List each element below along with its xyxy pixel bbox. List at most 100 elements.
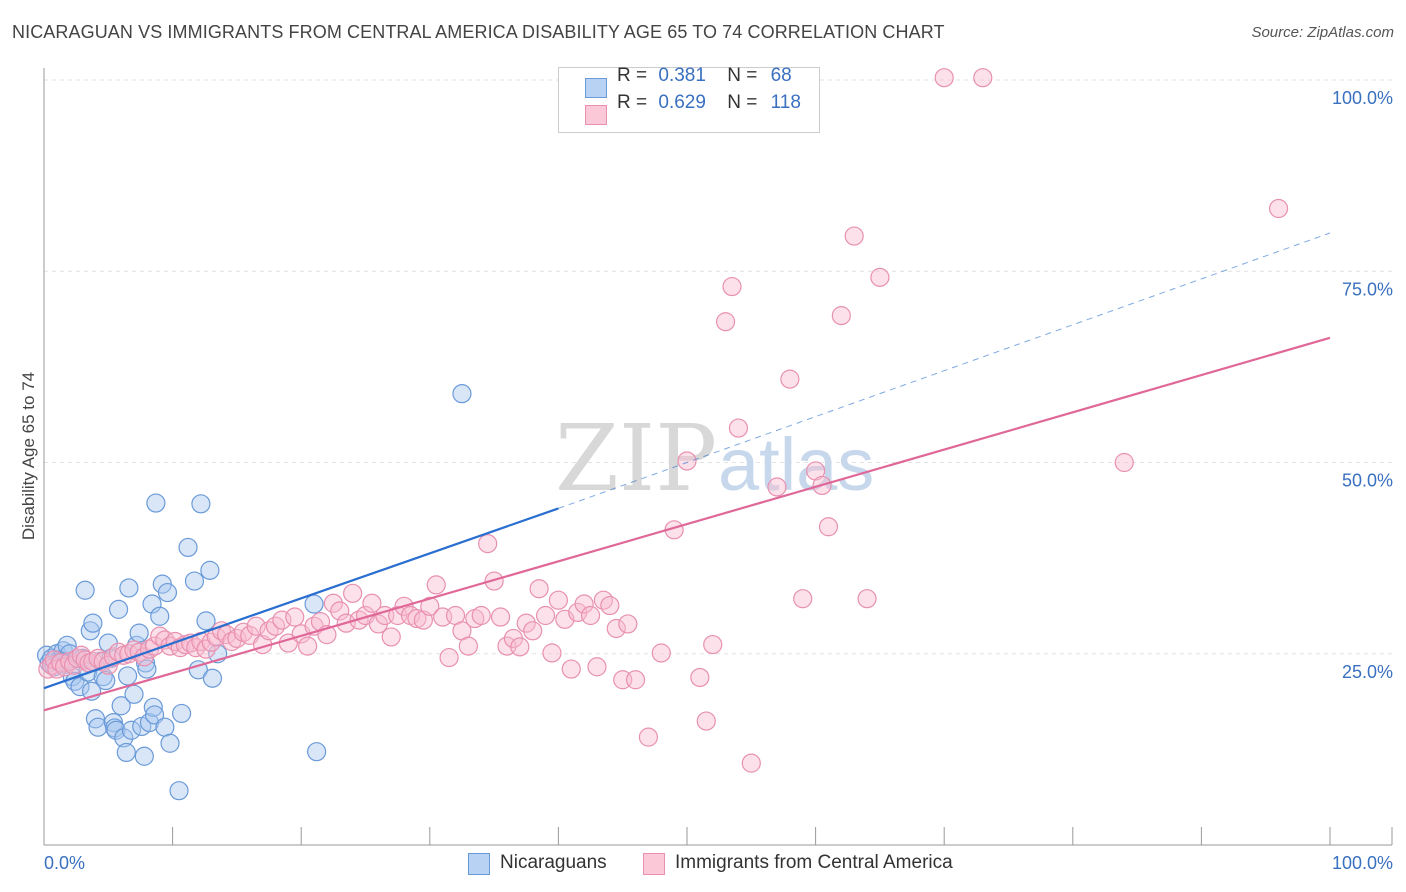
point-immigrant (471, 605, 491, 626)
point-nicaraguan (146, 493, 166, 513)
point-immigrant (88, 648, 108, 668)
point-immigrant (60, 651, 80, 672)
series-swatch-pink (643, 853, 665, 875)
point-immigrant (741, 753, 761, 773)
legend-n-value: 118 (770, 92, 801, 113)
gridlines (44, 79, 1392, 655)
point-nicaraguan (169, 781, 189, 801)
trend-line-nicaraguans (43, 507, 559, 690)
point-immigrant (523, 621, 543, 641)
point-immigrant (580, 605, 601, 626)
correlation-legend: R = 0.381 N = 68 R = 0.629 N = 118 (558, 65, 820, 133)
point-immigrant (381, 627, 401, 647)
point-immigrant (696, 711, 716, 731)
point-immigrant (703, 634, 723, 655)
point-immigrant (651, 643, 671, 663)
legend-r-label: R = (617, 65, 648, 86)
chart-title: NICARAGUAN VS IMMIGRANTS FROM CENTRAL AM… (12, 22, 945, 42)
point-nicaraguan (121, 720, 142, 740)
point-immigrant (722, 276, 742, 297)
point-nicaraguan (129, 623, 149, 643)
x-tick-label: 100.0% (1332, 853, 1393, 873)
point-nicaraguan (83, 613, 103, 633)
point-immigrant (844, 226, 864, 246)
point-immigrant (780, 369, 800, 389)
point-nicaraguan (106, 720, 126, 740)
legend-swatch-pink (585, 105, 607, 125)
point-nicaraguan (96, 670, 116, 691)
legend-n-label: N = (727, 65, 758, 86)
point-immigrant (574, 594, 594, 614)
point-immigrant (542, 643, 562, 663)
point-immigrant (510, 637, 530, 657)
y-axis-label: Disability Age 65 to 74 (19, 372, 38, 540)
point-immigrant (618, 614, 638, 634)
point-immigrant (690, 667, 710, 688)
point-nicaraguan (124, 684, 144, 704)
point-immigrant (439, 647, 459, 668)
point-nicaraguan (80, 621, 100, 641)
point-immigrant (362, 593, 382, 613)
point-nicaraguan (142, 594, 162, 614)
point-immigrant (587, 657, 607, 677)
point-immigrant (548, 590, 569, 610)
source-label: Source: ZipAtlas.com (1251, 24, 1394, 41)
point-immigrant (1114, 452, 1134, 473)
point-nicaraguan (200, 560, 220, 580)
point-immigrant (119, 644, 139, 664)
point-immigrant (715, 312, 736, 332)
point-nicaraguan (117, 666, 138, 686)
point-nicaraguan (75, 580, 95, 600)
trend-line-immigrants (43, 336, 1331, 712)
point-nicaraguan (178, 537, 198, 558)
point-nicaraguan (119, 578, 139, 598)
y-tick-label: 50.0% (1342, 471, 1393, 491)
point-nicaraguan (184, 571, 205, 591)
point-nicaraguan (111, 696, 131, 716)
point-immigrant (793, 589, 813, 609)
point-immigrant (1268, 198, 1289, 219)
axes (43, 68, 1393, 846)
point-immigrant (638, 727, 659, 747)
point-immigrant (420, 596, 440, 616)
point-immigrant (677, 451, 697, 471)
series-label: Immigrants from Central America (675, 852, 953, 873)
legend-r-label: R = (617, 92, 648, 113)
point-nicaraguan (307, 742, 327, 762)
point-immigrant (831, 306, 851, 326)
point-immigrant (478, 533, 498, 554)
watermark-zip: ZIP (555, 405, 717, 512)
point-nicaraguan (108, 599, 129, 619)
point-immigrant (343, 583, 363, 603)
y-tick-label: 75.0% (1342, 279, 1393, 299)
point-immigrant (529, 579, 549, 599)
legend-r-value: 0.629 (658, 92, 706, 113)
point-immigrant (870, 267, 890, 287)
trend-line-nicaraguans-extrapolated (558, 232, 1331, 509)
point-immigrant (458, 636, 478, 656)
point-nicaraguan (452, 384, 472, 404)
series-immigrants (38, 68, 1289, 773)
point-nicaraguan (304, 594, 324, 614)
point-immigrant (535, 605, 556, 626)
trend-lines (43, 232, 1331, 712)
point-immigrant (407, 608, 427, 629)
legend-swatch-blue (585, 78, 607, 98)
point-immigrant (426, 575, 446, 595)
point-immigrant (593, 590, 614, 610)
point-nicaraguan (143, 697, 163, 717)
point-immigrant (625, 670, 646, 690)
point-immigrant (561, 659, 581, 679)
legend-n-label: N = (727, 92, 758, 113)
point-nicaraguan (160, 733, 180, 753)
point-immigrant (490, 607, 511, 627)
series-nicaraguans (36, 384, 472, 801)
point-nicaraguan (116, 742, 136, 763)
series-swatch-blue (468, 853, 490, 875)
point-nicaraguan (191, 494, 211, 514)
point-nicaraguan (137, 659, 157, 679)
point-nicaraguan (202, 668, 223, 688)
point-nicaraguan (144, 705, 165, 725)
point-immigrant (606, 618, 626, 639)
legend-r-value: 0.381 (658, 65, 706, 86)
